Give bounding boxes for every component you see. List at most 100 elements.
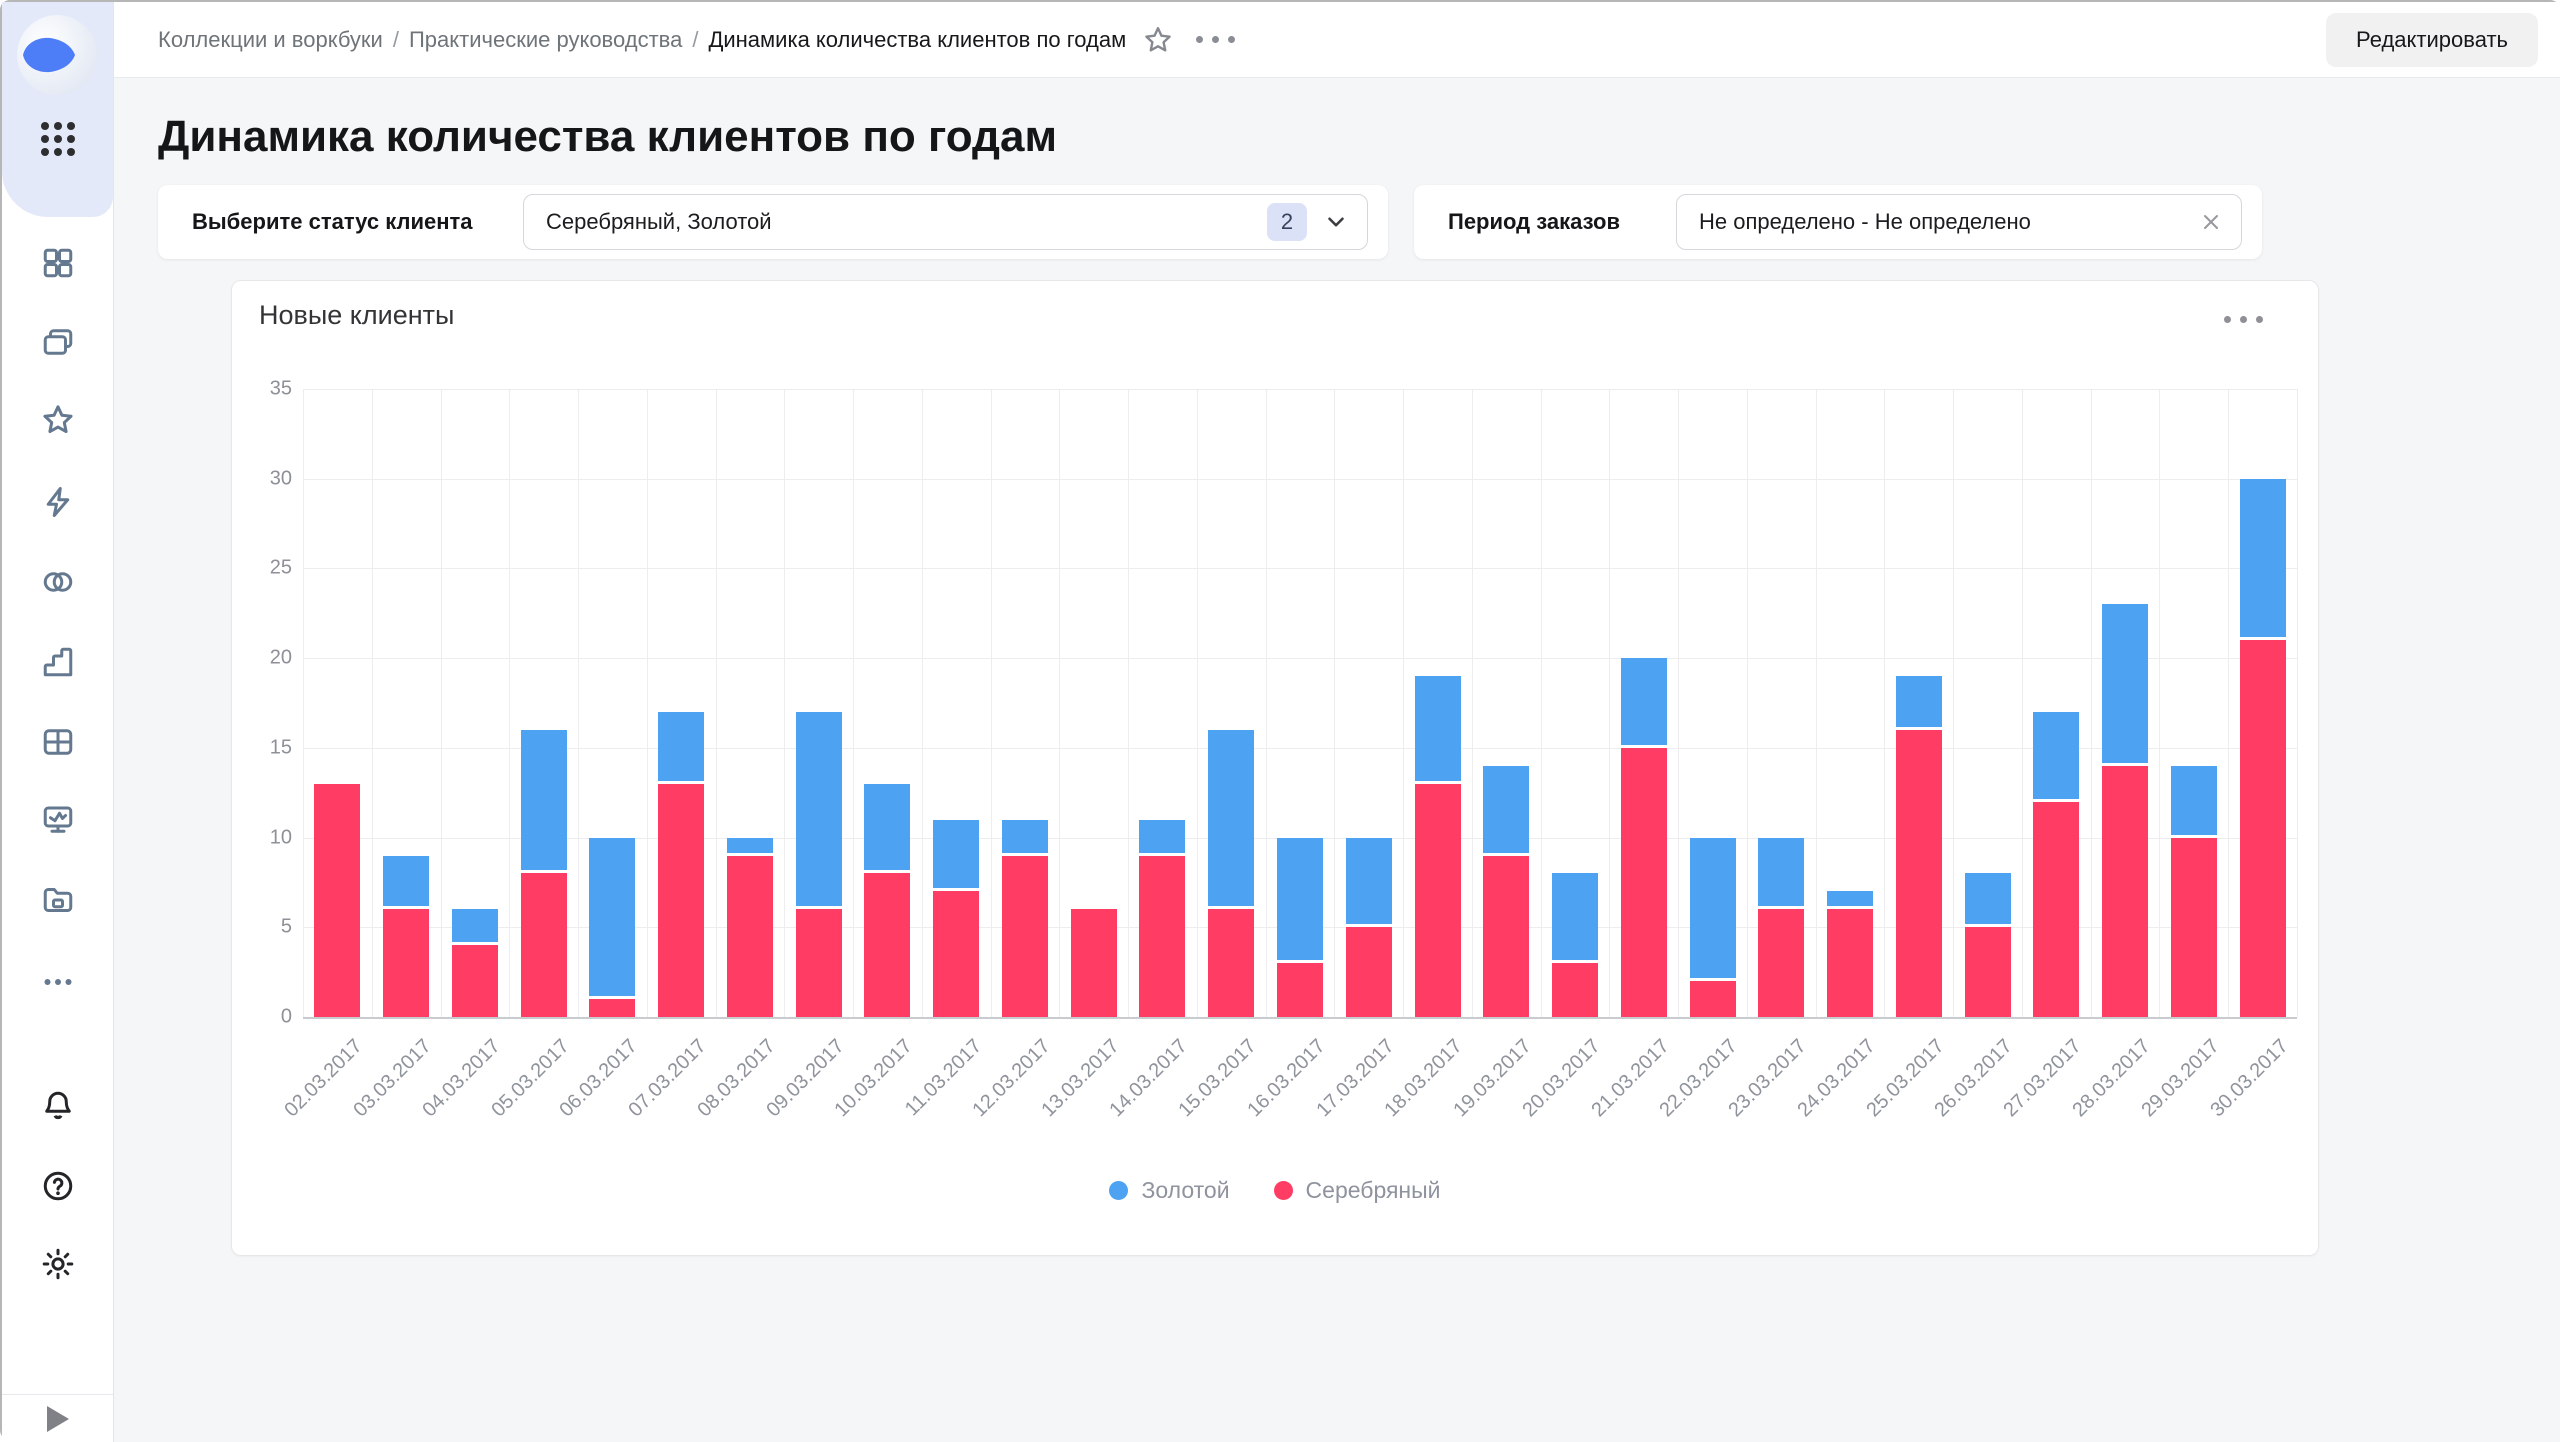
bar-segment-silver[interactable] bbox=[1964, 927, 2011, 1017]
bar-segment-silver[interactable] bbox=[520, 873, 567, 1017]
selected-count-badge: 2 bbox=[1267, 203, 1307, 241]
bar-segment-silver[interactable] bbox=[383, 909, 430, 1017]
bar-segment-gold[interactable] bbox=[658, 711, 705, 781]
bar-segment-silver[interactable] bbox=[1827, 909, 1874, 1017]
storage-folder-icon[interactable] bbox=[40, 882, 76, 918]
bar-segment-silver[interactable] bbox=[1070, 909, 1117, 1017]
bell-icon[interactable] bbox=[40, 1088, 76, 1124]
sidebar-expand-button[interactable] bbox=[2, 1394, 113, 1442]
bar-segment-gold[interactable] bbox=[451, 909, 498, 943]
v-gridline bbox=[2021, 389, 2023, 1017]
bar-segment-gold[interactable] bbox=[1552, 873, 1599, 961]
y-tick-label: 30 bbox=[269, 467, 292, 490]
bar-segment-gold[interactable] bbox=[2033, 711, 2080, 799]
favorite-star-icon[interactable] bbox=[1142, 24, 1174, 56]
ellipsis-icon[interactable] bbox=[40, 964, 76, 1000]
more-actions-icon[interactable] bbox=[1196, 36, 1236, 43]
table-icon[interactable] bbox=[40, 724, 76, 760]
bar-segment-gold[interactable] bbox=[383, 855, 430, 907]
legend-item-gold[interactable]: Золотой bbox=[1109, 1177, 1230, 1204]
bar-segment-gold[interactable] bbox=[1208, 729, 1255, 907]
bar-segment-silver[interactable] bbox=[2170, 837, 2217, 1017]
bar-segment-gold[interactable] bbox=[933, 819, 980, 889]
bar-segment-gold[interactable] bbox=[1689, 837, 1736, 979]
v-gridline bbox=[2159, 389, 2161, 1017]
linked-circles-icon[interactable] bbox=[40, 564, 76, 600]
bar-segment-silver[interactable] bbox=[1208, 909, 1255, 1017]
bar-chart-icon[interactable] bbox=[40, 644, 76, 680]
edit-button[interactable]: Редактировать bbox=[2326, 13, 2538, 67]
breadcrumb-separator: / bbox=[692, 26, 699, 52]
bar-segment-silver[interactable] bbox=[451, 945, 498, 1017]
bar-segment-silver[interactable] bbox=[795, 909, 842, 1017]
bar-segment-silver[interactable] bbox=[589, 999, 636, 1017]
bar-segment-gold[interactable] bbox=[1414, 676, 1461, 781]
v-gridline bbox=[509, 389, 511, 1017]
bar-segment-gold[interactable] bbox=[864, 783, 911, 871]
bar-segment-silver[interactable] bbox=[1552, 963, 1599, 1017]
period-input[interactable]: Не определено - Не определено bbox=[1676, 194, 2242, 250]
chart-legend: Золотой Серебряный bbox=[232, 1177, 2318, 1204]
dots-grid-9-icon[interactable] bbox=[39, 120, 77, 158]
bar-segment-gold[interactable] bbox=[589, 837, 636, 997]
breadcrumb-guides[interactable]: Практические руководства bbox=[408, 26, 683, 52]
bar-segment-silver[interactable] bbox=[726, 855, 773, 1017]
chart-menu-icon[interactable] bbox=[2224, 316, 2263, 323]
breadcrumb-separator: / bbox=[392, 26, 399, 52]
status-select-value: Серебряный, Золотой bbox=[546, 209, 772, 234]
breadcrumb-current: Динамика количества клиентов по годам bbox=[708, 26, 1127, 52]
bar-segment-gold[interactable] bbox=[1827, 891, 1874, 907]
status-select[interactable]: Серебряный, Золотой 2 bbox=[523, 194, 1368, 250]
bar-segment-silver[interactable] bbox=[1620, 747, 1667, 1017]
bar-segment-gold[interactable] bbox=[1001, 819, 1048, 853]
bar-segment-gold[interactable] bbox=[1895, 676, 1942, 727]
squares-grid-icon[interactable] bbox=[40, 245, 76, 281]
legend-item-silver[interactable]: Серебряный bbox=[1273, 1177, 1441, 1204]
bar-segment-gold[interactable] bbox=[1964, 873, 2011, 925]
clear-period-icon[interactable] bbox=[2199, 210, 2223, 234]
bar-segment-gold[interactable] bbox=[2239, 478, 2286, 638]
star-icon[interactable] bbox=[40, 402, 76, 438]
chevron-down-icon[interactable] bbox=[1323, 209, 1349, 235]
help-icon[interactable] bbox=[40, 1168, 76, 1204]
bar-segment-silver[interactable] bbox=[658, 783, 705, 1017]
bar-segment-gold[interactable] bbox=[1483, 765, 1530, 853]
breadcrumb-collections[interactable]: Коллекции и воркбуки bbox=[158, 26, 383, 52]
v-gridline bbox=[1815, 389, 1817, 1017]
bar-segment-gold[interactable] bbox=[726, 837, 773, 853]
bar-segment-silver[interactable] bbox=[1139, 855, 1186, 1017]
bar-segment-gold[interactable] bbox=[795, 711, 842, 907]
bar-segment-gold[interactable] bbox=[1139, 819, 1186, 853]
bar-segment-silver[interactable] bbox=[1001, 855, 1048, 1017]
collections-icon[interactable] bbox=[40, 324, 76, 360]
lightning-icon[interactable] bbox=[40, 484, 76, 520]
datalens-logo-icon[interactable] bbox=[17, 15, 97, 95]
bar-segment-silver[interactable] bbox=[1689, 981, 1736, 1017]
bar-segment-silver[interactable] bbox=[933, 891, 980, 1017]
bar-segment-gold[interactable] bbox=[2170, 765, 2217, 835]
bar-segment-silver[interactable] bbox=[2033, 801, 2080, 1017]
bar-segment-silver[interactable] bbox=[2239, 640, 2286, 1017]
y-tick-label: 15 bbox=[269, 736, 292, 759]
bar-segment-silver[interactable] bbox=[1414, 783, 1461, 1017]
bar-segment-gold[interactable] bbox=[1758, 837, 1805, 907]
silver-legend-label: Серебряный bbox=[1305, 1177, 1441, 1203]
bar-segment-silver[interactable] bbox=[1895, 729, 1942, 1017]
bar-segment-silver[interactable] bbox=[1277, 963, 1323, 1017]
bar-segment-gold[interactable] bbox=[520, 729, 567, 871]
v-gridline bbox=[1128, 389, 1130, 1017]
bar-segment-silver[interactable] bbox=[2102, 765, 2149, 1017]
bar-segment-silver[interactable] bbox=[1483, 855, 1530, 1017]
bar-segment-gold[interactable] bbox=[2102, 604, 2149, 763]
bar-segment-silver[interactable] bbox=[1758, 909, 1805, 1017]
bar-segment-gold[interactable] bbox=[1277, 837, 1323, 961]
gear-icon[interactable] bbox=[40, 1246, 76, 1282]
v-gridline bbox=[715, 389, 717, 1017]
breadcrumb: Коллекции и воркбуки / Практические руко… bbox=[158, 27, 1126, 53]
bar-segment-gold[interactable] bbox=[1345, 837, 1392, 925]
bar-segment-gold[interactable] bbox=[1620, 658, 1667, 745]
monitoring-icon[interactable] bbox=[40, 802, 76, 838]
bar-segment-silver[interactable] bbox=[1345, 927, 1392, 1017]
bar-segment-silver[interactable] bbox=[864, 873, 911, 1017]
bar-segment-silver[interactable] bbox=[314, 783, 361, 1017]
